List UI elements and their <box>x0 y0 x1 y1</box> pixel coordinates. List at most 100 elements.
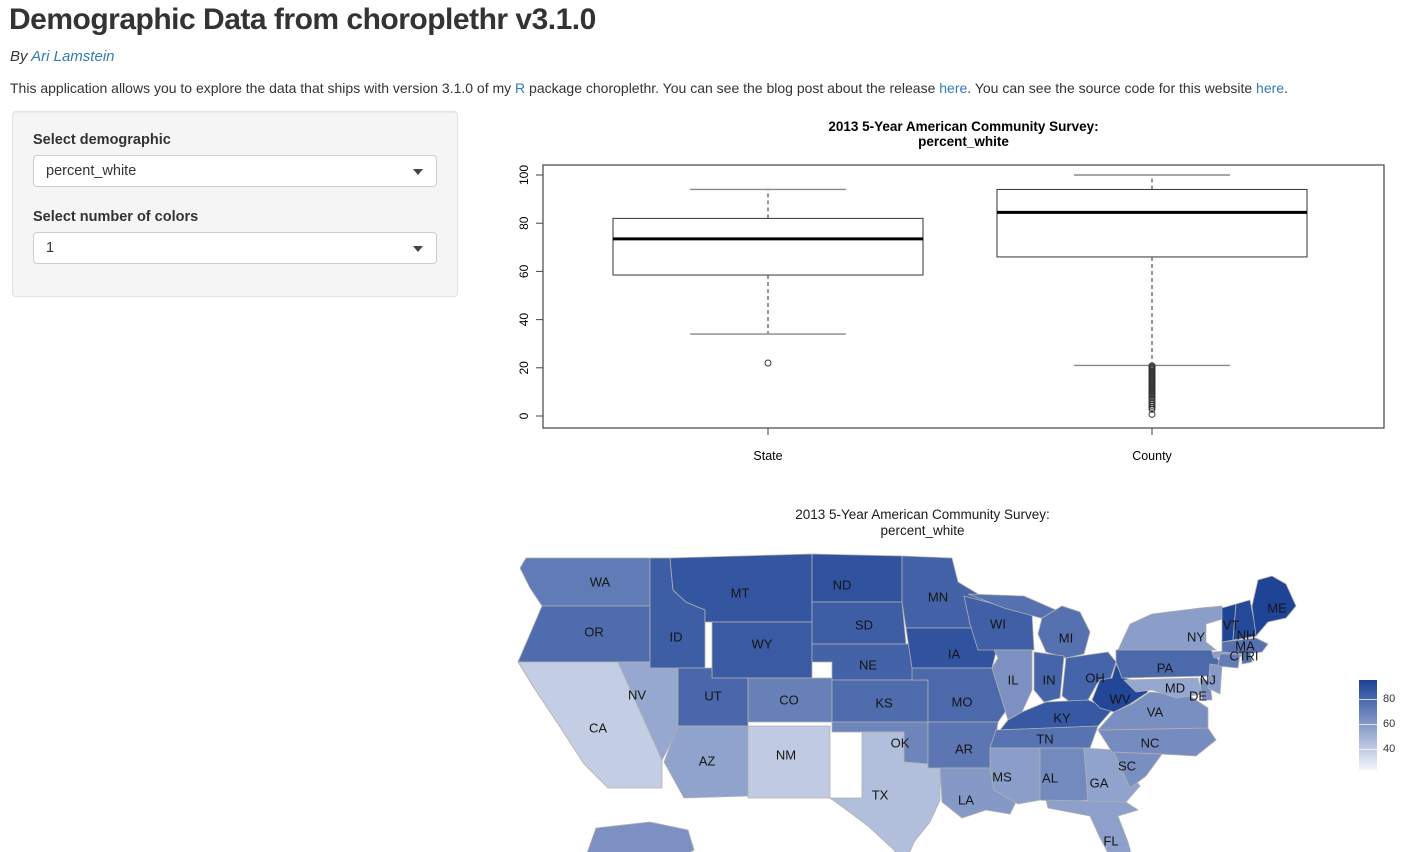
choropleth-map-svg: WA OR CA NV ID MT WY UT AZ NM CO ND SD NE KS OK TX MN IA MO… <box>517 553 1297 852</box>
svg-text:CA: CA <box>589 721 607 736</box>
boxplot-svg: 0 20 40 60 80 100 State County <box>517 164 1385 463</box>
map-figure: 2013 5-Year American Community Survey: p… <box>490 500 1403 852</box>
svg-text:MI: MI <box>1059 631 1073 646</box>
demographic-select[interactable]: percent_white <box>33 155 437 187</box>
svg-text:VT: VT <box>1223 618 1240 633</box>
svg-text:CT: CT <box>1229 649 1246 664</box>
svg-text:KS: KS <box>875 696 893 711</box>
boxplot-title: 2013 5-Year American Community Survey: p… <box>543 119 1384 149</box>
boxplot-title-line2: percent_white <box>918 134 1009 149</box>
colors-select[interactable]: 1 <box>33 232 437 264</box>
map-title-line2: percent_white <box>880 522 965 538</box>
state-FL <box>1045 799 1139 852</box>
svg-text:WI: WI <box>990 617 1006 632</box>
svg-text:AZ: AZ <box>699 754 716 769</box>
byline: By Ari Lamstein <box>10 48 115 65</box>
svg-text:OR: OR <box>584 625 604 640</box>
r-link[interactable]: R <box>515 80 526 96</box>
svg-text:FL: FL <box>1103 834 1118 849</box>
demographic-label: Select demographic <box>33 132 171 148</box>
state-GA <box>1083 747 1141 803</box>
legend-tick-mark <box>1359 698 1377 700</box>
svg-text:NE: NE <box>859 658 877 673</box>
svg-text:100: 100 <box>517 165 531 185</box>
state-RI <box>1241 650 1253 665</box>
svg-text:PA: PA <box>1157 661 1174 676</box>
svg-text:DE: DE <box>1189 689 1207 704</box>
svg-text:MD: MD <box>1165 681 1185 696</box>
legend-tick-label: 80 <box>1383 692 1396 705</box>
intro-text-3: . You can see the source code for this w… <box>967 80 1257 96</box>
colors-label: Select number of colors <box>33 209 199 225</box>
svg-text:IA: IA <box>948 647 961 662</box>
chevron-down-icon <box>413 169 423 175</box>
boxplot-figure: 2013 5-Year American Community Survey: p… <box>490 113 1403 475</box>
source-code-link[interactable]: here <box>1256 80 1285 96</box>
svg-text:VA: VA <box>1147 705 1164 720</box>
state-IN <box>1033 651 1065 703</box>
blog-post-link[interactable]: here <box>939 80 968 96</box>
svg-text:AL: AL <box>1042 771 1058 786</box>
state-NY <box>1117 605 1227 651</box>
svg-text:MT: MT <box>731 586 750 601</box>
svg-text:0: 0 <box>517 412 531 419</box>
svg-text:ID: ID <box>670 630 683 645</box>
svg-text:SC: SC <box>1118 759 1136 774</box>
state-CT <box>1217 653 1241 669</box>
svg-text:GA: GA <box>1090 776 1109 791</box>
state-OH <box>1061 651 1117 703</box>
svg-text:SD: SD <box>855 618 873 633</box>
legend-tick-mark <box>1359 748 1377 750</box>
svg-text:ND: ND <box>833 578 852 593</box>
state-ME <box>1251 575 1297 637</box>
state-shape <box>587 821 695 852</box>
state-MA <box>1221 637 1269 655</box>
svg-text:NY: NY <box>1187 630 1205 645</box>
svg-text:OK: OK <box>891 736 910 751</box>
svg-text:NC: NC <box>1141 736 1160 751</box>
author-link[interactable]: Ari Lamstein <box>31 48 115 65</box>
svg-text:40: 40 <box>517 313 531 327</box>
svg-text:MA: MA <box>1235 639 1255 654</box>
svg-text:IN: IN <box>1043 673 1056 688</box>
state-VA <box>1097 691 1209 731</box>
svg-text:80: 80 <box>517 216 531 230</box>
svg-text:TX: TX <box>872 788 889 803</box>
svg-text:WY: WY <box>752 637 773 652</box>
page-title: Demographic Data from choroplethr v3.1.0 <box>9 3 596 36</box>
svg-text:60: 60 <box>517 264 531 278</box>
svg-text:ME: ME <box>1267 601 1287 616</box>
svg-text:TN: TN <box>1036 732 1053 747</box>
state-ND <box>811 553 903 603</box>
svg-text:MN: MN <box>928 590 948 605</box>
intro-text-2: package choroplethr. You can see the blo… <box>525 80 940 96</box>
svg-text:NM: NM <box>776 748 796 763</box>
svg-text:IL: IL <box>1008 673 1019 688</box>
svg-text:LA: LA <box>958 793 974 808</box>
legend-tick-label: 60 <box>1383 717 1396 730</box>
svg-text:AR: AR <box>955 742 973 757</box>
intro-text-4: . <box>1284 80 1288 96</box>
intro-text-1: This application allows you to explore t… <box>10 80 516 96</box>
sidebar-panel: Select demographic percent_white Select … <box>12 111 458 297</box>
state-NH <box>1232 599 1258 641</box>
boxplot-title-line1: 2013 5-Year American Community Survey: <box>828 119 1099 134</box>
svg-text:NV: NV <box>628 688 646 703</box>
state-MD <box>1123 677 1203 699</box>
byline-prefix: By <box>10 48 32 65</box>
svg-text:MO: MO <box>952 695 973 710</box>
state-WA <box>519 557 651 607</box>
svg-text:State: State <box>753 449 782 463</box>
svg-text:NJ: NJ <box>1200 673 1216 688</box>
state-MI <box>1037 605 1091 659</box>
map-legend-gradient-bar <box>1359 680 1377 770</box>
demographic-select-value: percent_white <box>46 163 137 179</box>
map-title: 2013 5-Year American Community Survey: p… <box>490 507 1355 538</box>
svg-text:CO: CO <box>779 693 799 708</box>
svg-text:County: County <box>1132 449 1172 463</box>
svg-text:RI: RI <box>1246 649 1259 664</box>
state-TX <box>828 731 941 852</box>
map-title-line1: 2013 5-Year American Community Survey: <box>795 507 1050 522</box>
svg-text:UT: UT <box>704 689 721 704</box>
